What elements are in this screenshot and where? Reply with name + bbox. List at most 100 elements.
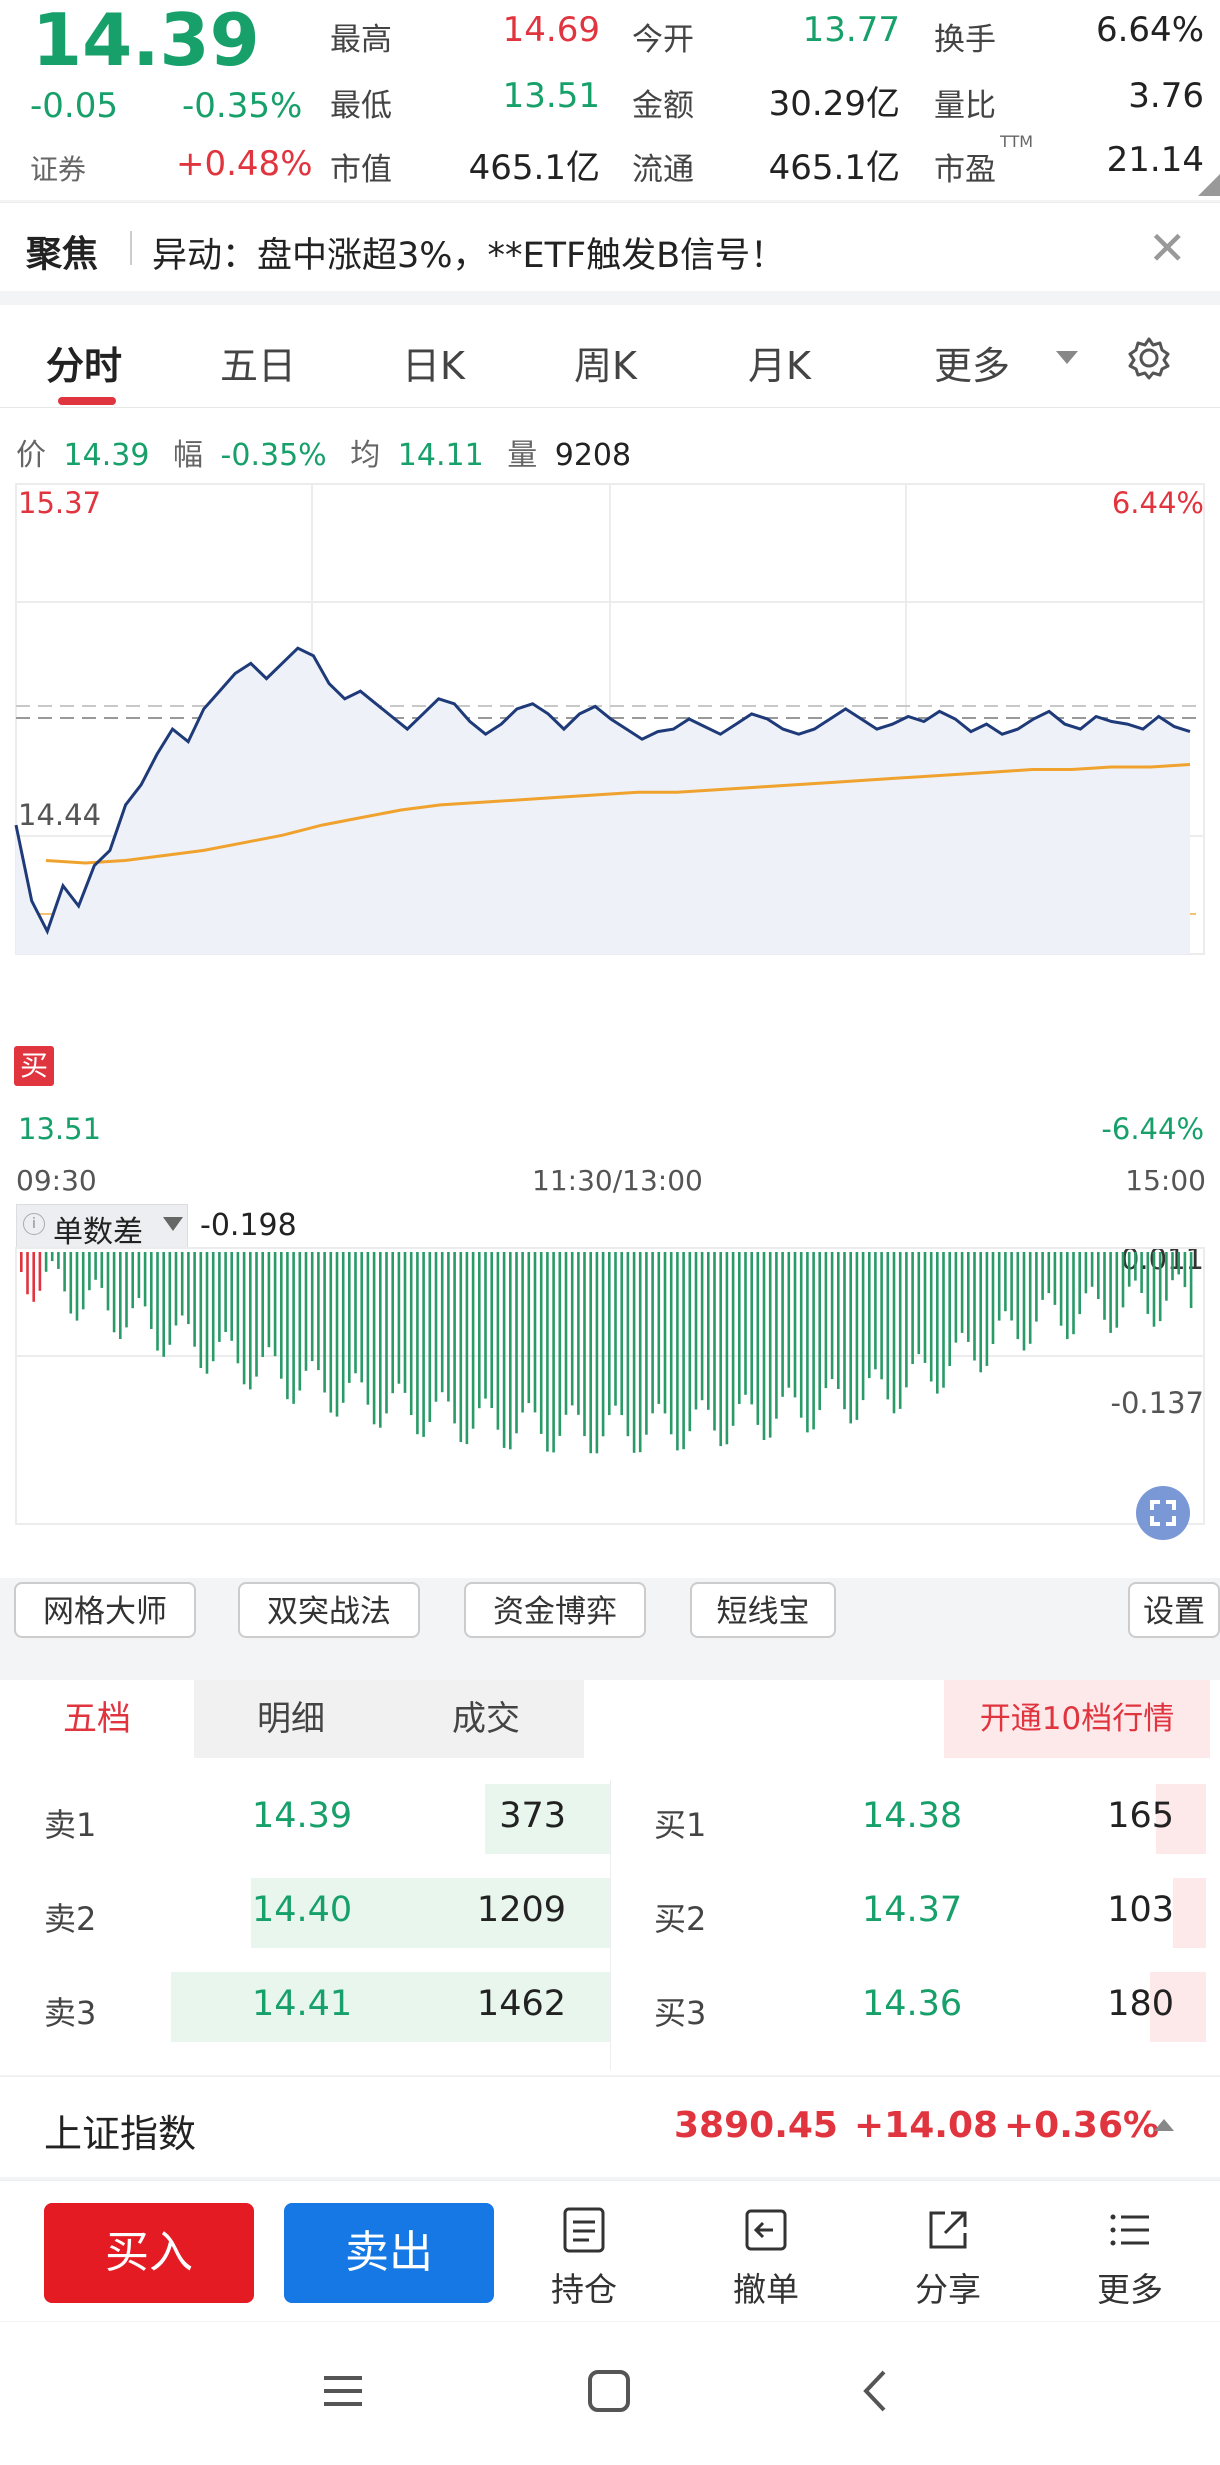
index-change: +14.08 bbox=[854, 2105, 999, 2146]
tab-daily-k[interactable]: 日K bbox=[402, 344, 465, 388]
indicator-bar bbox=[205, 1252, 209, 1374]
indicator-bar bbox=[1177, 1252, 1180, 1275]
tab-five-day[interactable]: 五日 bbox=[220, 344, 297, 388]
indicator-bar bbox=[242, 1252, 246, 1385]
indicator-bar bbox=[280, 1252, 283, 1379]
tool-capital-game[interactable]: 资金博弈 bbox=[464, 1582, 646, 1638]
upgrade-10-level-button[interactable]: 开通10档行情 bbox=[944, 1680, 1210, 1758]
tool-short-line[interactable]: 短线宝 bbox=[690, 1582, 836, 1638]
chevron-down-icon[interactable] bbox=[1056, 351, 1078, 364]
indicator-bar bbox=[88, 1252, 91, 1291]
index-bar[interactable]: 上证指数 3890.45 +14.08 +0.36% bbox=[0, 2076, 1220, 2177]
holdings-button[interactable]: 持仓 bbox=[524, 2205, 644, 2311]
indicator-bar bbox=[1109, 1252, 1112, 1333]
indicator-bar bbox=[676, 1252, 679, 1451]
tab-weekly-k[interactable]: 周K bbox=[574, 344, 637, 388]
ask-price[interactable]: 14.41 bbox=[252, 1984, 353, 2024]
book-tab-trades[interactable]: 成交 bbox=[388, 1680, 584, 1758]
bid-price[interactable]: 14.36 bbox=[862, 1984, 963, 2024]
indicator-bar bbox=[626, 1252, 630, 1437]
indicator-bar bbox=[527, 1252, 531, 1404]
fullscreen-button[interactable] bbox=[1136, 1486, 1190, 1540]
indicator-bar bbox=[1127, 1252, 1131, 1287]
indicator-selector[interactable]: i 单数差 bbox=[16, 1204, 188, 1250]
bid-level-label: 买2 bbox=[654, 1900, 707, 1938]
holdings-label: 持仓 bbox=[551, 2270, 617, 2309]
indicator-bar bbox=[156, 1252, 159, 1351]
indicator-bar bbox=[874, 1252, 877, 1370]
ttm-label: TTM bbox=[1000, 132, 1034, 151]
info-range: -0.35% bbox=[220, 438, 327, 473]
menu-icon[interactable] bbox=[318, 2366, 368, 2416]
buy-button[interactable]: 买入 bbox=[44, 2203, 254, 2303]
indicator-bar bbox=[168, 1252, 172, 1345]
focus-text[interactable]: 异动：盘中涨超3%，**ETF触发B信号！ bbox=[152, 236, 786, 276]
book-tab-detail[interactable]: 明细 bbox=[194, 1680, 388, 1758]
indicator-bar bbox=[1078, 1252, 1081, 1315]
indicator-bar bbox=[614, 1252, 617, 1406]
indicator-bar bbox=[1165, 1252, 1168, 1301]
indicator-bar bbox=[81, 1252, 85, 1310]
bid-price[interactable]: 14.37 bbox=[862, 1890, 963, 1930]
tool-double-breakout[interactable]: 双突战法 bbox=[238, 1582, 420, 1638]
close-icon[interactable]: ✕ bbox=[1148, 221, 1187, 275]
indicator-bar bbox=[509, 1252, 512, 1450]
indicator-bar bbox=[725, 1252, 729, 1445]
focus-divider bbox=[130, 231, 132, 265]
indicator-bar bbox=[1146, 1252, 1150, 1314]
indicator-bar bbox=[385, 1252, 388, 1414]
bid-price[interactable]: 14.38 bbox=[862, 1796, 963, 1836]
ref-price-label: 14.44 bbox=[18, 798, 102, 832]
tab-underline bbox=[58, 397, 116, 405]
tab-monthly-k[interactable]: 月K bbox=[748, 344, 811, 388]
more-button[interactable]: 更多 bbox=[1070, 2205, 1190, 2311]
tab-more[interactable]: 更多 bbox=[934, 344, 1011, 388]
info-icon[interactable]: i bbox=[23, 1213, 45, 1235]
chart-pane: 价 14.39 幅 -0.35% 均 14.11 量 9208 15.37 6.… bbox=[0, 408, 1220, 1578]
indicator-bar bbox=[781, 1252, 784, 1397]
tool-settings[interactable]: 设置 bbox=[1128, 1582, 1220, 1638]
indicator-bar bbox=[428, 1252, 432, 1422]
stat-value: 465.1亿 bbox=[468, 148, 600, 188]
indicator-bar bbox=[341, 1252, 345, 1403]
indicator-bar bbox=[768, 1252, 772, 1438]
indicator-bar bbox=[20, 1252, 23, 1272]
indicator-bar bbox=[700, 1252, 704, 1401]
indicator-bar bbox=[397, 1252, 401, 1384]
focus-bar[interactable]: 聚焦 异动：盘中涨超3%，**ETF触发B信号！ ✕ bbox=[0, 202, 1220, 291]
ask-level-label: 卖3 bbox=[44, 1994, 97, 2032]
stat-value: 6.64% bbox=[1095, 10, 1204, 50]
tool-grid-master[interactable]: 网格大师 bbox=[14, 1582, 196, 1638]
ask-price[interactable]: 14.40 bbox=[252, 1890, 353, 1930]
indicator-bar bbox=[979, 1252, 982, 1373]
home-icon[interactable] bbox=[584, 2366, 634, 2416]
indicator-bar bbox=[750, 1252, 753, 1405]
ask-price[interactable]: 14.39 bbox=[252, 1796, 353, 1836]
indicator-bar bbox=[1121, 1252, 1125, 1308]
indicator-bar bbox=[440, 1252, 444, 1393]
book-tab-five-level[interactable]: 五档 bbox=[0, 1680, 194, 1758]
bid-level-label: 买1 bbox=[654, 1806, 707, 1844]
chevron-up-icon[interactable] bbox=[1154, 2119, 1174, 2131]
indicator-bar bbox=[478, 1252, 481, 1409]
info-avg: 14.11 bbox=[397, 438, 484, 473]
sector-label[interactable]: 证券 bbox=[30, 153, 87, 186]
tab-intraday[interactable]: 分时 bbox=[46, 344, 123, 388]
y-right-bottom-label: -6.44% bbox=[1101, 1112, 1204, 1146]
cancel-order-button[interactable]: 撤单 bbox=[706, 2205, 826, 2311]
indicator-bar bbox=[298, 1252, 302, 1391]
indicator-bar bbox=[849, 1252, 852, 1424]
indicator-bar bbox=[100, 1252, 104, 1288]
back-icon[interactable] bbox=[852, 2366, 902, 2416]
gear-icon[interactable] bbox=[1126, 335, 1172, 381]
indicator-bar bbox=[713, 1252, 716, 1431]
undo-icon bbox=[745, 2209, 787, 2251]
bid-volume: 103 bbox=[1107, 1890, 1174, 1930]
stat-label: 最高 bbox=[330, 22, 392, 58]
focus-tag: 聚焦 bbox=[26, 234, 99, 275]
sell-button[interactable]: 卖出 bbox=[284, 2203, 494, 2303]
price-chart[interactable] bbox=[0, 478, 1220, 958]
share-button[interactable]: 分享 bbox=[888, 2205, 1008, 2311]
buy-marker[interactable]: 买 bbox=[14, 1046, 54, 1086]
indicator-bar bbox=[379, 1252, 382, 1428]
